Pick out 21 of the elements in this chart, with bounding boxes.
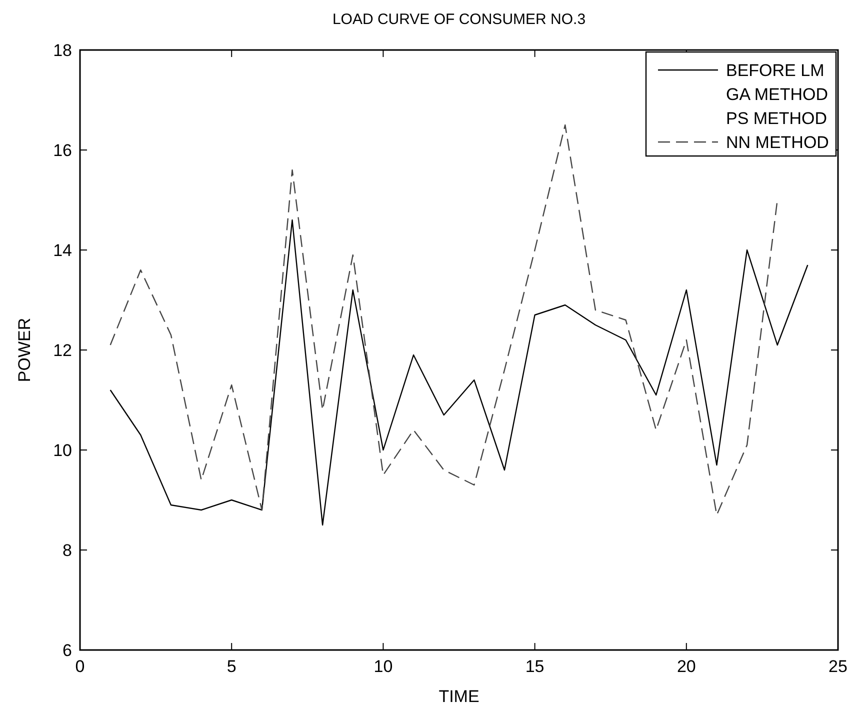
y-tick-label: 12 (53, 341, 72, 360)
x-tick-label: 15 (525, 657, 544, 676)
chart-title: LOAD CURVE OF CONSUMER NO.3 (332, 11, 586, 28)
x-tick-label: 20 (676, 657, 696, 676)
legend-label: NN METHOD (726, 133, 829, 152)
y-tick-label: 8 (62, 541, 72, 560)
y-tick-label: 18 (53, 41, 72, 60)
x-tick-label: 0 (75, 657, 85, 676)
text: GA METHOD (726, 85, 828, 104)
line-series (110, 219, 808, 526)
y-axis-title: POWER (15, 318, 34, 382)
y-tick-label: 10 (53, 441, 72, 460)
x-tick-label: 5 (226, 657, 236, 676)
y-tick-label: 16 (53, 141, 72, 160)
x-axis-title: TIME (438, 687, 480, 706)
y-tick-label: 6 (62, 641, 72, 660)
x-tick-label: 10 (374, 657, 393, 676)
x-tick-label: 25 (828, 657, 848, 676)
y-tick-label: 14 (53, 241, 72, 260)
legend-label: BEFORE LM (726, 61, 824, 80)
text: PS METHOD (726, 109, 828, 128)
